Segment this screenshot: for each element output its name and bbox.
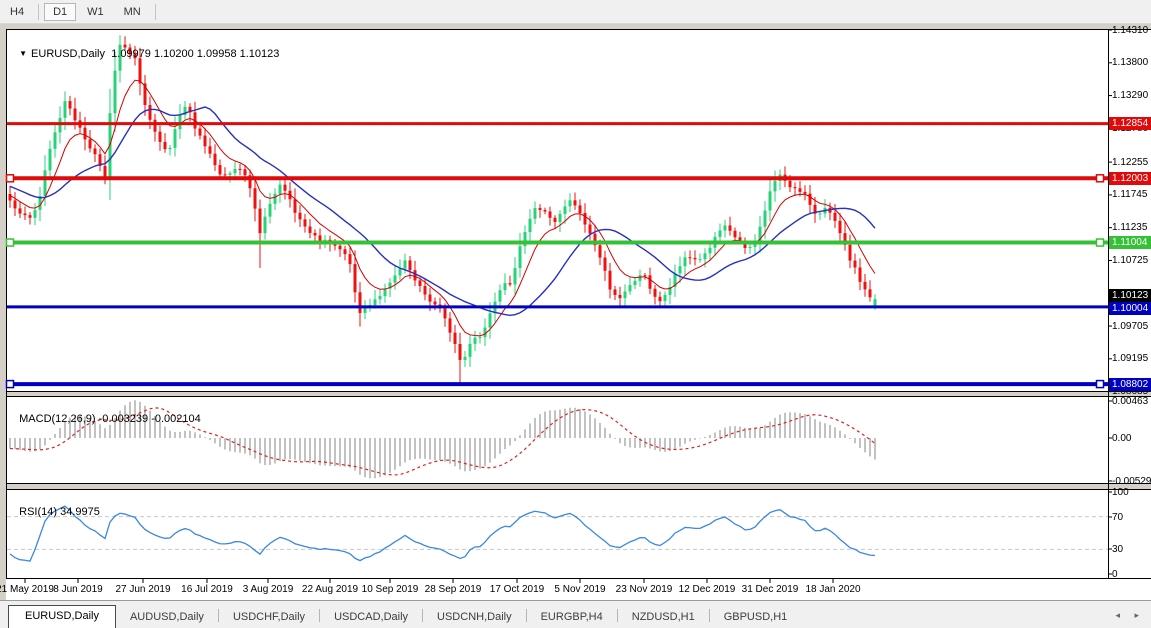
tab-separator (319, 609, 321, 622)
date-tick-label: 27 Jun 2019 (115, 584, 171, 595)
price-tick-label: 1.14310 (1112, 24, 1149, 36)
date-tick-label: 31 Dec 2019 (741, 584, 799, 595)
macd-value-main: -0.003239 (98, 413, 149, 425)
macd-value-signal: -0.002104 (151, 413, 201, 425)
ma-slow-line (9, 106, 876, 317)
date-tick-label: 21 May 2019 (0, 584, 54, 595)
ohlc-close: 1.10123 (239, 48, 280, 60)
rsi-panel[interactable] (7, 490, 1151, 578)
macd-histogram (9, 400, 876, 479)
hline-handle[interactable] (1095, 174, 1105, 183)
rsi-tick-label: 70 (1112, 511, 1124, 523)
tab-eurgbp-h4[interactable]: EURGBP,H4 (540, 611, 603, 623)
ohlc-low: 1.09958 (196, 48, 237, 60)
ma-fast-line (9, 79, 876, 337)
price-line-badge: 1.12854 (1109, 117, 1151, 131)
price-tick-label: 1.09195 (1112, 353, 1149, 365)
symbol-label: EURUSD,Daily (31, 48, 106, 60)
rsi-name: RSI(14) (19, 506, 58, 518)
price-tick-label: 1.13290 (1112, 90, 1149, 102)
price-tick-label: 1.13800 (1112, 57, 1149, 69)
date-tick-label: 22 Aug 2019 (301, 584, 359, 595)
macd-tick-label: 0.00463 (1112, 395, 1149, 407)
timeframe-button-h4[interactable]: H4 (10, 5, 25, 18)
date-tick-label: 16 Jul 2019 (181, 584, 233, 595)
hline-handle[interactable] (5, 379, 15, 389)
tab-audusd-daily[interactable]: AUDUSD,Daily (129, 611, 204, 623)
price-tick-label: 1.11235 (1112, 222, 1148, 234)
date-tick-label: 5 Nov 2019 (554, 584, 606, 595)
date-tick-label: 28 Sep 2019 (424, 584, 482, 595)
date-tick-label: 23 Nov 2019 (615, 584, 673, 595)
hline-handle[interactable] (1095, 379, 1105, 389)
tab-separator (616, 609, 618, 622)
ohlc-open: 1.09979 (111, 48, 151, 60)
price-line-badge: 1.12003 (1109, 171, 1151, 185)
date-tick-label: 8 Jun 2019 (53, 584, 103, 595)
price-line-badge: 1.11004 (1109, 236, 1151, 250)
hline-handle[interactable] (5, 174, 15, 183)
timeframe-button-w1[interactable]: W1 (87, 5, 104, 18)
macd-panel[interactable] (7, 397, 1151, 483)
price-tick-label: 1.08685 (1112, 386, 1149, 398)
hline-handle[interactable] (5, 238, 15, 247)
date-tick-label: 3 Aug 2019 (242, 584, 294, 595)
symbol-dropdown-icon[interactable]: ▼ (19, 49, 28, 58)
tab-separator (422, 609, 424, 622)
tab-scroll-arrows[interactable]: ◂ ▸ (1115, 610, 1145, 620)
candles (8, 35, 877, 385)
rsi-tick-label: 30 (1112, 543, 1124, 555)
tab-nzdusd-h1[interactable]: NZDUSD,H1 (631, 611, 695, 623)
price-tick-label: 1.09705 (1112, 320, 1149, 332)
macd-tick-label: 0.00 (1112, 432, 1132, 444)
tab-separator (708, 609, 710, 622)
tab-usdchf-daily[interactable]: USDCHF,Daily (232, 611, 306, 623)
tab-usdcnh-daily[interactable]: USDCNH,Daily (437, 611, 512, 623)
ohlc-high: 1.10200 (153, 48, 194, 60)
symbol-ohlc-label: ▼ EURUSD,Daily 1.09979 1.10200 1.09958 1.… (13, 36, 279, 60)
date-tick-label: 12 Dec 2019 (678, 584, 736, 595)
timeframe-toolbar: H4 D1 W1 MN (0, 0, 1151, 24)
bid-price-badge: 1.10123 (1109, 288, 1151, 302)
timeframe-button-d1[interactable]: D1 (44, 2, 77, 21)
date-tick-label: 18 Jan 2020 (805, 584, 861, 595)
rsi-tick-label: 100 (1112, 486, 1129, 498)
rsi-tick-label: 0 (1112, 568, 1118, 580)
time-axis (6, 579, 1151, 600)
symbol-tabbar: EURUSD,Daily AUDUSD,Daily USDCHF,Daily USDC… (0, 600, 1151, 628)
tab-gbpusd-h1[interactable]: GBPUSD,H1 (723, 611, 788, 623)
date-tick-label: 10 Sep 2019 (361, 584, 419, 595)
hline-handle[interactable] (1095, 238, 1105, 247)
price-line-badge: 1.08802 (1109, 377, 1151, 391)
price-line-badge: 1.10004 (1109, 302, 1151, 316)
price-tick-label: 1.10725 (1112, 254, 1149, 266)
rsi-value: 34.9975 (60, 506, 100, 518)
timeframe-button-mn[interactable]: MN (123, 5, 141, 18)
tab-separator (525, 609, 527, 622)
price-tick-label: 1.11745 (1112, 189, 1148, 201)
rsi-label: RSI(14) 34.9975 (13, 494, 100, 518)
macd-name: MACD(12,26,9) (19, 413, 96, 425)
tab-eurusd-daily[interactable]: EURUSD,Daily (8, 605, 116, 628)
toolbar-separator (154, 3, 156, 20)
price-tick-label: 1.12255 (1112, 156, 1149, 168)
macd-tick-label: -0.005299 (1112, 475, 1151, 487)
macd-signal-line (9, 407, 876, 476)
tab-separator (217, 609, 219, 622)
rsi-line (9, 505, 876, 562)
date-tick-label: 17 Oct 2019 (489, 584, 545, 595)
toolbar-separator (38, 3, 40, 20)
macd-label: MACD(12,26,9) -0.003239 -0.002104 (13, 401, 201, 425)
tab-usdcad-daily[interactable]: USDCAD,Daily (334, 611, 409, 623)
